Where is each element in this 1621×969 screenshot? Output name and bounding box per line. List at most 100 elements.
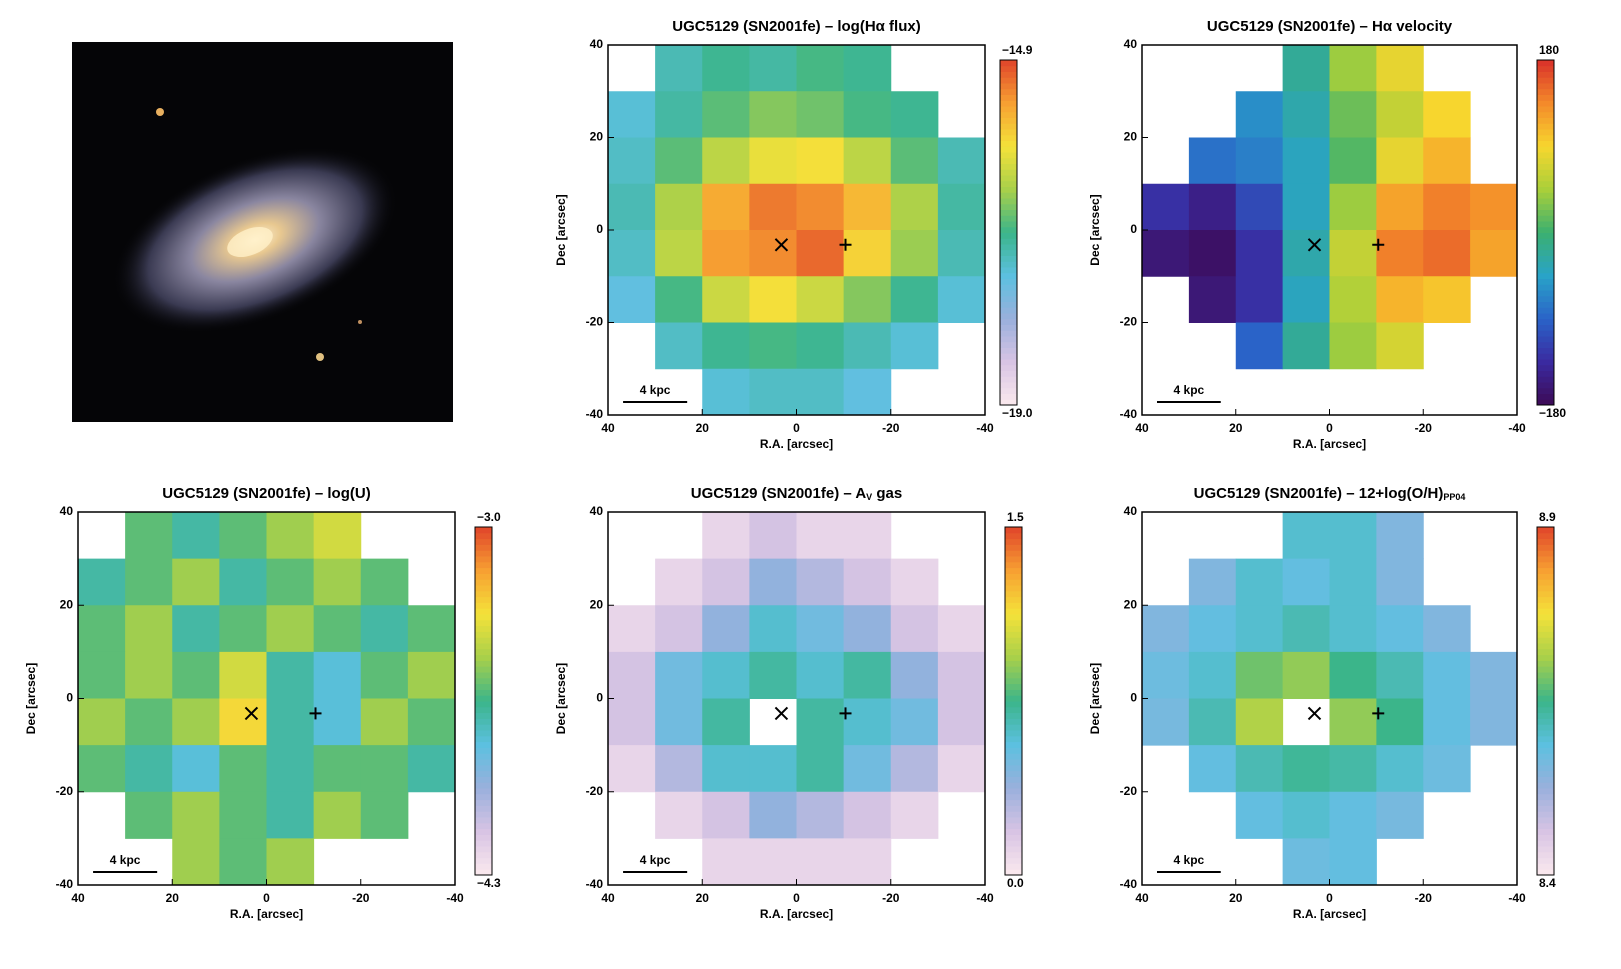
x-tick-label: 0: [1326, 421, 1333, 435]
colorbar-segment: [1537, 713, 1554, 719]
map-cell: [749, 745, 797, 792]
colorbar-segment: [1537, 626, 1554, 632]
map-cell: [844, 559, 892, 606]
colorbar-segment: [1000, 204, 1017, 210]
colorbar-segment: [1005, 672, 1022, 678]
map-cell: [702, 91, 750, 138]
map-cell: [797, 323, 845, 370]
map-cell: [219, 792, 267, 839]
map-cell: [797, 838, 845, 885]
map-cell: [1189, 699, 1236, 746]
colorbar-segment: [1000, 388, 1017, 394]
colorbar-segment: [475, 678, 492, 684]
colorbar-segment: [1537, 284, 1554, 290]
map-cell: [1376, 91, 1423, 138]
map-cell: [655, 323, 703, 370]
colorbar-segment: [1000, 348, 1017, 354]
x-tick-label: 40: [1135, 421, 1149, 435]
map-cell: [844, 652, 892, 699]
map-cell: [608, 230, 656, 277]
map-cell: [702, 138, 750, 185]
map-cell: [314, 559, 362, 606]
colorbar-segment: [1005, 718, 1022, 724]
colorbar-segment: [1537, 829, 1554, 835]
colorbar-segment: [1537, 614, 1554, 620]
colorbar-segment: [1000, 330, 1017, 336]
colorbar-segment: [1005, 817, 1022, 823]
colorbar-segment: [1000, 152, 1017, 158]
map-cell: [702, 369, 750, 416]
map-cell: [219, 745, 267, 792]
colorbar-segment: [475, 614, 492, 620]
colorbar-segment: [1000, 123, 1017, 129]
map-cell: [314, 605, 362, 652]
map-cell: [1236, 605, 1283, 652]
colorbar-segment: [1537, 192, 1554, 198]
map-cell: [938, 230, 986, 277]
map-cell: [1189, 230, 1236, 277]
colorbar-segment: [1537, 365, 1554, 371]
map-cell: [361, 699, 409, 746]
map-cell: [1330, 652, 1377, 699]
map-cell: [1423, 91, 1470, 138]
colorbar-segment: [475, 713, 492, 719]
colorbar-segment: [1005, 597, 1022, 603]
map-cell: [891, 138, 939, 185]
map-cell: [1423, 184, 1470, 231]
colorbar-segment: [475, 863, 492, 869]
colorbar-segment: [1537, 782, 1554, 788]
map-cell: [655, 792, 703, 839]
map-cell: [702, 559, 750, 606]
colorbar-segment: [1005, 527, 1022, 533]
map-cell: [655, 138, 703, 185]
colorbar-segment: [475, 585, 492, 591]
map-cell: [267, 512, 315, 559]
colorbar-segment: [1000, 77, 1017, 83]
map-cell: [749, 559, 797, 606]
map-cell: [844, 45, 892, 92]
colorbar-segment: [1000, 290, 1017, 296]
y-tick-label: -40: [1120, 877, 1138, 891]
colorbar-segment: [1005, 713, 1022, 719]
colorbar-segment: [1537, 602, 1554, 608]
map-cell: [1470, 230, 1517, 277]
map-cell: [608, 745, 656, 792]
colorbar-segment: [1000, 296, 1017, 302]
colorbar-segment: [1537, 164, 1554, 170]
colorbar-segment: [1005, 620, 1022, 626]
y-tick-label: -40: [56, 877, 74, 891]
map-cell: [608, 91, 656, 138]
y-tick-label: 20: [1124, 130, 1138, 144]
map-cell: [1189, 138, 1236, 185]
map-cell: [702, 745, 750, 792]
map-cell: [797, 512, 845, 559]
colorbar-tick-label: −19.0: [1002, 406, 1033, 420]
map-cell: [655, 699, 703, 746]
y-tick-label: -20: [586, 315, 604, 329]
map-cell: [172, 745, 220, 792]
map-cell: [1376, 230, 1423, 277]
map-cell: [1236, 745, 1283, 792]
map-cell: [1423, 699, 1470, 746]
map-cell: [891, 652, 939, 699]
map-cell: [1283, 45, 1330, 92]
colorbar-segment: [1537, 573, 1554, 579]
x-tick-label: -40: [1508, 421, 1526, 435]
colorbar-segment: [1537, 238, 1554, 244]
colorbar-segment: [1005, 788, 1022, 794]
map-cell: [702, 699, 750, 746]
colorbar-segment: [1537, 388, 1554, 394]
map-cell: [938, 605, 986, 652]
colorbar-segment: [475, 718, 492, 724]
map-cell: [844, 605, 892, 652]
colorbar-segment: [1537, 672, 1554, 678]
galaxy-center-marker: [775, 707, 787, 719]
colorbar-segment: [1000, 353, 1017, 359]
map-cell: [1376, 512, 1423, 559]
colorbar-segment: [1005, 550, 1022, 556]
map-cell: [172, 699, 220, 746]
colorbar-segment: [1005, 759, 1022, 765]
map-cell: [361, 792, 409, 839]
colorbar-segment: [1005, 811, 1022, 817]
map-cell: [844, 512, 892, 559]
